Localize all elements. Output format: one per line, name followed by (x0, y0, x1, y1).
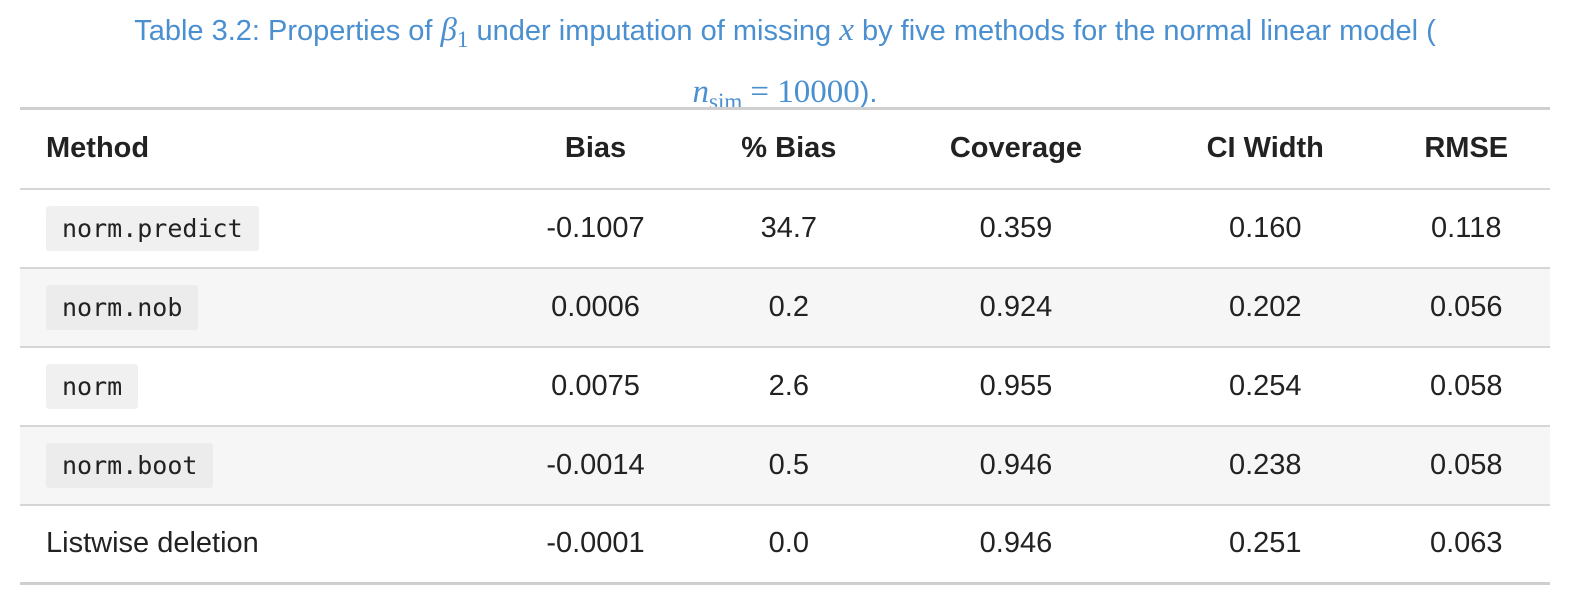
ci-width-cell: 0.251 (1228, 527, 1302, 560)
beta-symbol: β1 (440, 12, 469, 52)
coverage-cell: 0.946 (979, 448, 1053, 481)
header-pct-bias: % Bias (741, 132, 837, 165)
ci-width-cell: 0.238 (1228, 448, 1302, 481)
table-header-row: Method Bias % Bias Coverage CI Width RMS… (20, 109, 1550, 189)
caption-close: ). (859, 77, 878, 109)
rmse-cell: 0.058 (1429, 369, 1503, 402)
method-code: norm (46, 363, 139, 409)
bias-cell: 0.0006 (551, 290, 640, 323)
bias-cell: -0.1007 (546, 211, 645, 244)
table-row: norm.nob 0.0006 0.2 0.924 0.202 0.056 (20, 267, 1550, 347)
ci-width-cell: 0.254 (1228, 369, 1302, 402)
table-row: Listwise deletion -0.0001 0.0 0.946 0.25… (20, 504, 1550, 584)
coverage-cell: 0.924 (979, 290, 1053, 323)
header-ci-width: CI Width (1206, 132, 1324, 165)
method-cell: norm (20, 347, 497, 426)
table-row: norm.boot -0.0014 0.5 0.946 0.238 0.058 (20, 425, 1550, 505)
results-table-container: Method Bias % Bias Coverage CI Width RMS… (20, 107, 1550, 585)
ci-width-cell: 0.202 (1228, 290, 1302, 323)
bias-cell: -0.0014 (546, 448, 645, 481)
n-symbol: nsim (692, 74, 743, 114)
header-bias: Bias (564, 132, 627, 165)
rmse-cell: 0.118 (1431, 211, 1502, 244)
method-code: norm.nob (46, 284, 199, 330)
caption-middle: under imputation of missing (476, 15, 832, 47)
method-code: norm.boot (46, 442, 214, 488)
coverage-cell: 0.359 (979, 211, 1053, 244)
caption-prefix: Table 3.2: Properties of (134, 15, 433, 47)
x-symbol: x (839, 12, 854, 48)
results-table: Method Bias % Bias Coverage CI Width RMS… (20, 107, 1550, 585)
table-row: norm 0.0075 2.6 0.955 0.254 0.058 (20, 346, 1550, 426)
pct-bias-cell: 0.0 (768, 527, 809, 560)
bias-cell: 0.0075 (551, 369, 640, 402)
method-cell: norm.boot (20, 426, 497, 505)
table-caption: Table 3.2: Properties of β1 under imputa… (20, 4, 1550, 128)
method-cell: norm.predict (20, 189, 497, 268)
table-row: norm.predict -0.1007 34.7 0.359 0.160 0.… (20, 188, 1550, 268)
n-value: = 10000 (750, 74, 860, 110)
ci-width-cell: 0.160 (1228, 211, 1302, 244)
bias-cell: -0.0001 (546, 527, 645, 560)
pct-bias-cell: 34.7 (760, 211, 818, 244)
caption-line-2: nsim = 10000). (20, 66, 1550, 128)
coverage-cell: 0.955 (979, 369, 1053, 402)
coverage-cell: 0.946 (979, 527, 1053, 560)
rmse-cell: 0.056 (1429, 290, 1503, 323)
header-method: Method (46, 132, 150, 165)
beta-subscript: 1 (456, 27, 469, 52)
method-cell: norm.nob (20, 268, 497, 347)
rmse-cell: 0.058 (1429, 448, 1503, 481)
method-code: norm.predict (46, 205, 259, 251)
header-coverage: Coverage (949, 132, 1083, 165)
pct-bias-cell: 2.6 (768, 369, 809, 402)
rmse-cell: 0.063 (1429, 527, 1503, 560)
caption-line-1: Table 3.2: Properties of β1 under imputa… (20, 4, 1550, 66)
method-cell: Listwise deletion (46, 527, 259, 560)
header-rmse: RMSE (1424, 132, 1509, 165)
pct-bias-cell: 0.5 (768, 448, 809, 481)
pct-bias-cell: 0.2 (768, 290, 809, 323)
caption-suffix: by five methods for the normal linear mo… (861, 15, 1436, 47)
